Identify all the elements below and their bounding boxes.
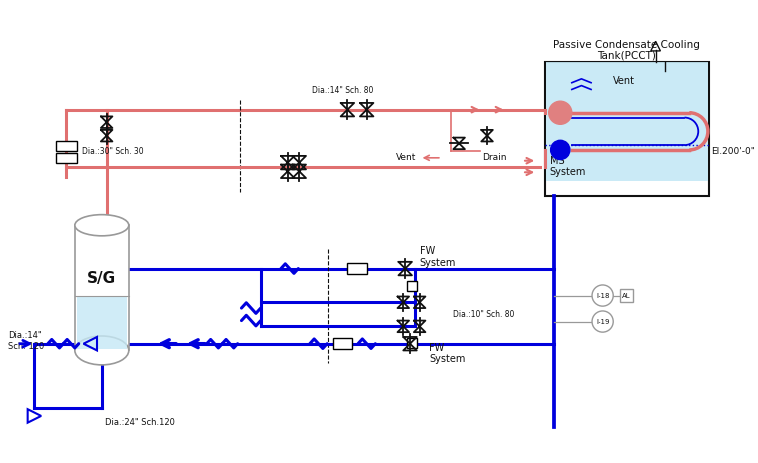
Text: I-19: I-19 — [596, 319, 609, 325]
Circle shape — [549, 101, 572, 124]
Text: Dia.:14" Sch. 80: Dia.:14" Sch. 80 — [312, 86, 373, 95]
Ellipse shape — [75, 336, 129, 365]
Text: EI.200'-0": EI.200'-0" — [712, 147, 755, 156]
Bar — [75, 225, 129, 350]
Text: Vent: Vent — [396, 153, 417, 163]
Bar — [55, 142, 77, 151]
Text: Dia.:14"
Sch. 120: Dia.:14" Sch. 120 — [8, 331, 45, 350]
Text: Vent: Vent — [612, 76, 634, 86]
Circle shape — [592, 311, 613, 332]
Text: I-18: I-18 — [596, 293, 609, 299]
Text: MS
System: MS System — [550, 156, 586, 177]
Circle shape — [550, 140, 570, 160]
Bar — [545, 62, 709, 196]
Text: Dia.:30" Sch. 30: Dia.:30" Sch. 30 — [82, 147, 143, 156]
Bar — [546, 63, 708, 181]
Text: Drain: Drain — [482, 153, 507, 163]
Text: Tank(PCCT): Tank(PCCT) — [597, 51, 656, 61]
Text: S/G: S/G — [87, 271, 117, 286]
Bar — [406, 281, 417, 291]
Bar — [333, 338, 352, 349]
Bar — [347, 263, 367, 274]
Bar — [620, 289, 634, 302]
Bar — [77, 297, 127, 349]
Text: FW
System: FW System — [420, 246, 456, 268]
Circle shape — [592, 285, 613, 306]
Text: Dia.:10" Sch. 80: Dia.:10" Sch. 80 — [453, 310, 515, 319]
Text: Dia.:24" Sch.120: Dia.:24" Sch.120 — [105, 418, 175, 427]
Text: AL: AL — [622, 293, 631, 299]
Bar — [55, 153, 77, 163]
Text: FW
System: FW System — [429, 343, 465, 364]
Ellipse shape — [75, 215, 129, 236]
Bar — [406, 338, 417, 348]
Text: Passive Condensate Cooling: Passive Condensate Cooling — [553, 40, 700, 50]
